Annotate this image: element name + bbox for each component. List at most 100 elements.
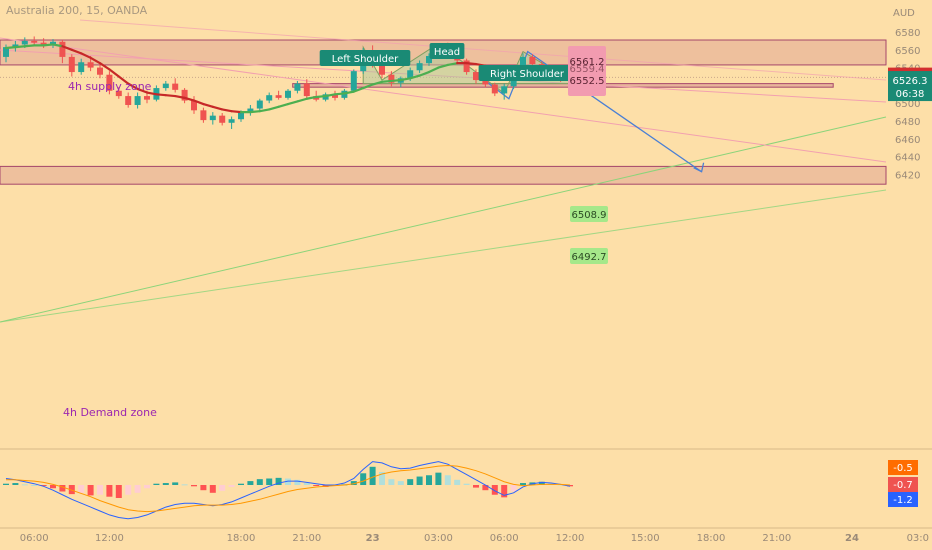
x-tick-label: 03:0 — [907, 533, 929, 544]
ma-segment — [230, 110, 243, 114]
ma-segment — [14, 45, 26, 49]
ma-segment — [296, 97, 308, 103]
ma-segment — [155, 93, 167, 97]
ma-segment — [51, 43, 64, 48]
supply-zone-label: 4h supply zone — [68, 80, 152, 93]
candle-body — [59, 41, 66, 57]
x-tick-label: 18:00 — [697, 533, 726, 544]
macd-histogram-bar — [538, 481, 545, 485]
macd-histogram-bar — [294, 479, 301, 485]
ma-segment — [465, 62, 478, 66]
ma-segment — [343, 90, 355, 95]
x-tick-label: 12:00 — [95, 533, 124, 544]
ma-segment — [23, 44, 36, 48]
candle-body — [50, 41, 56, 45]
candle-body — [87, 62, 94, 68]
macd-histogram-bar — [115, 485, 122, 498]
candle-body — [350, 71, 357, 91]
target-1-label-box — [570, 206, 608, 222]
macd-histogram-bar — [50, 485, 56, 489]
candle-body — [529, 56, 536, 65]
target-2-label: 6492.7 — [572, 252, 607, 263]
right-shoulder-label-box — [478, 65, 576, 81]
ma-segment — [202, 102, 214, 108]
ma-segment — [98, 62, 111, 71]
ma-segment — [409, 74, 421, 80]
left-shoulder-label-box — [319, 50, 411, 66]
macd-histogram-bar — [482, 485, 489, 491]
candle-body — [219, 115, 226, 123]
macd-value-tag: -0.7 — [893, 480, 913, 491]
ma-segment — [249, 110, 261, 114]
supply-top-3: 6552.5 — [570, 76, 605, 87]
macd-value-tag: -1.2 — [893, 495, 913, 506]
ma-segment — [446, 62, 459, 67]
candle-body — [78, 62, 85, 73]
ma-segment — [136, 87, 149, 94]
candle-body — [228, 119, 235, 123]
candle-body — [21, 40, 28, 45]
macd-histogram-bar — [350, 481, 357, 485]
candle-body — [416, 63, 423, 71]
macd-value-tag: -0.5 — [893, 463, 913, 474]
head-label-box — [429, 43, 465, 59]
projection-arrow-icon — [693, 162, 705, 173]
candle-body — [275, 95, 282, 98]
candle-body — [97, 67, 103, 75]
y-tick-label: 6420 — [895, 170, 920, 181]
ma-segment — [127, 82, 139, 91]
green-trendline-upper — [0, 116, 887, 323]
candle-body — [247, 108, 254, 113]
macd-line — [5, 461, 571, 520]
macd-histogram-bar — [247, 481, 254, 485]
candle-body — [31, 40, 38, 43]
ma-segment — [61, 45, 73, 51]
green-trendline-lower — [0, 189, 887, 323]
macd-value-tag-box — [888, 477, 918, 492]
ma-segment — [4, 46, 17, 50]
candle-body — [209, 115, 216, 121]
macd-histogram-bar — [3, 483, 9, 485]
chart-title: Australia 200, 15, OANDA — [6, 4, 148, 17]
macd-histogram-bar — [444, 475, 451, 485]
signal-line — [6, 464, 571, 513]
ma-segment — [399, 77, 412, 82]
supply-top-2: 6559.4 — [570, 64, 605, 75]
macd-histogram-bar — [397, 481, 404, 485]
candle-body — [3, 47, 9, 57]
demand-zone-label: 4h Demand zone — [63, 406, 157, 419]
macd-histogram-bar — [435, 472, 442, 485]
candle-body — [40, 42, 47, 45]
macd-histogram-bar — [491, 485, 498, 495]
ma-segment — [211, 105, 224, 111]
candle-body — [144, 96, 150, 100]
ma-segment — [418, 70, 431, 77]
ma-segment — [315, 94, 327, 99]
macd-histogram-bar — [134, 485, 141, 493]
y-tick-label: 6440 — [895, 153, 920, 164]
countdown-tag: 06:38 — [896, 89, 925, 100]
pink-trendline-3 — [79, 19, 887, 81]
candle-body — [191, 100, 197, 111]
ma-segment — [192, 99, 205, 106]
candle-body — [266, 95, 273, 101]
macd-histogram-bar — [379, 472, 385, 485]
ma-segment — [258, 108, 271, 113]
macd-histogram-bar — [200, 485, 207, 491]
macd-histogram-bar — [501, 485, 508, 498]
ma-segment — [371, 80, 384, 86]
candle-body — [162, 83, 169, 89]
macd-histogram-bar — [256, 479, 263, 485]
trendlines-layer — [0, 19, 887, 323]
ma-segment — [390, 78, 402, 83]
candle-body — [520, 56, 526, 70]
x-tick-label: 18:00 — [227, 533, 256, 544]
macd-histogram-bar — [191, 485, 197, 487]
ma-segment — [352, 86, 365, 93]
y-tick-label: 6560 — [895, 46, 920, 57]
x-tick-label: 21:00 — [292, 533, 321, 544]
y-tick-label: 6500 — [895, 99, 920, 110]
ma-segment — [324, 93, 337, 98]
macd-histogram-bar — [454, 479, 461, 485]
